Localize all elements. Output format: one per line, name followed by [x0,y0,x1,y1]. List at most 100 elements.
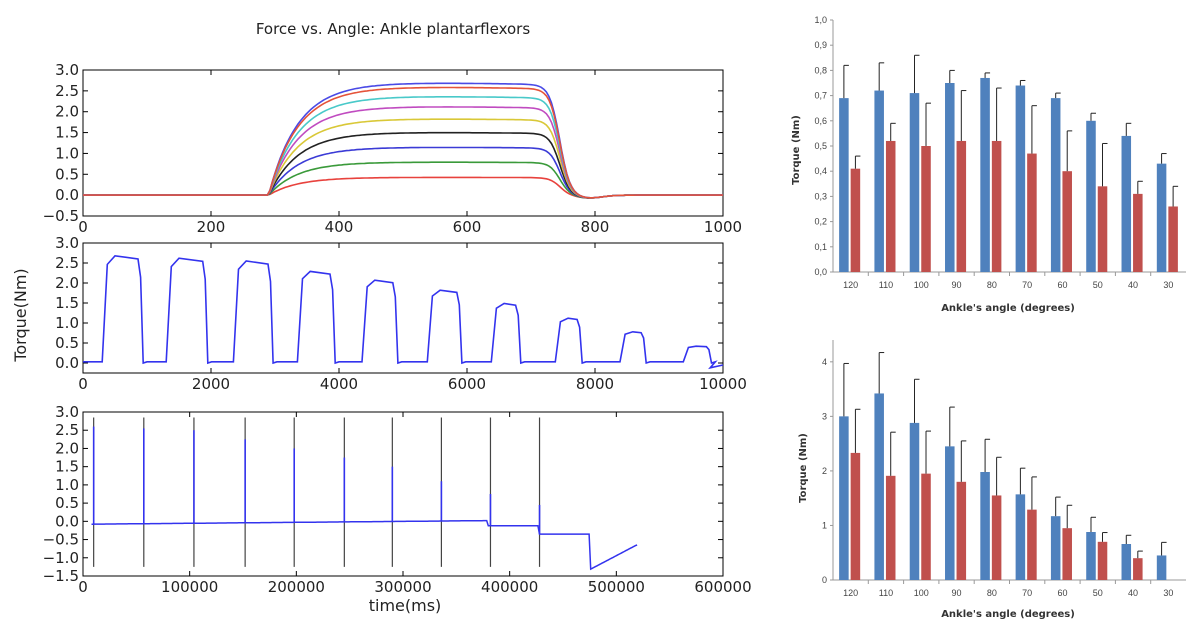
chart4-bar [1097,186,1108,272]
chart5-bar [1097,541,1108,580]
chart1-ytick-label: 2.5 [55,82,79,100]
chart5-xtick-label: 70 [1022,588,1032,598]
chart4-ytick-label: 0,2 [814,217,827,227]
chart1-xtick-label: 800 [581,218,610,236]
chart4-bar [980,77,990,273]
chart5-bar [991,495,1002,580]
chart1-ytick-label: −0.5 [43,207,79,225]
chart3-ytick-label: −1.5 [43,567,79,585]
chart3-ytick-label: 0.0 [55,512,79,530]
chart4: 0,0 0,1 0,2 0,3 0,4 0,5 0,6 0,7 0,8 0,9 1,0 120 110 1… [814,15,1186,290]
chart5-xtick-label: 80 [987,588,997,598]
chart5-ytick-label: 1 [822,520,827,530]
chart3-xtick-label: 0 [78,578,88,596]
chart2-ytick-label: 2.5 [55,254,79,272]
chart5-bar [980,472,990,580]
chart4-xtick-label: 60 [1057,280,1067,290]
chart5-bar [1027,509,1037,580]
chart3-xtick-label: 100000 [161,578,218,596]
chart5-bar [874,393,884,580]
chart2-xtick-label: 6000 [448,375,486,393]
chart5-xlabel: Ankle's angle (degrees) [941,609,1075,620]
chart4-ytick-label: 0,9 [814,40,827,50]
chart5-bar [850,452,861,580]
chart4-bar [1168,206,1178,272]
chart2-ytick-label: 1.5 [55,294,79,312]
chart2-ytick-label: 0.5 [55,334,79,352]
chart4-xtick-label: 70 [1022,280,1032,290]
chart5-ytick-label: 3 [822,411,827,421]
chart5-bar [885,475,896,580]
chart5-bar [1121,544,1132,580]
chart2-ytick-label: 2.0 [55,274,79,292]
chart1-xtick-label: 1000 [704,218,742,236]
chart2-ytick-label: 0.0 [55,354,79,372]
chart2-xtick-label: 2000 [192,375,230,393]
chart4-bar [1156,163,1167,272]
chart3-ytick-label: 2.0 [55,439,79,457]
chart4-bar [945,83,955,272]
chart5-xtick-label: 40 [1128,588,1138,598]
chart4-bar [839,98,849,273]
chart1-frame [82,69,724,217]
chart4-bar [1027,153,1037,272]
chart4-ylabel: Torque (Nm) [791,115,802,185]
chart5-bar [1156,555,1167,580]
chart1-xtick-label: 200 [197,218,226,236]
chart4-xtick-label: 50 [1093,280,1103,290]
chart5-bar [1086,532,1096,580]
chart4-ytick-label: 0,4 [814,166,827,176]
chart2-ytick-label: 1.0 [55,314,79,332]
chart1-xtick-label: 0 [78,218,88,236]
chart4-xtick-label: 90 [952,280,962,290]
chart5-xtick-label: 120 [843,588,858,598]
chart5-bar [1133,558,1143,580]
chart3-ytick-label: 1.0 [55,476,79,494]
chart4-xtick-label: 100 [914,280,929,290]
chart4-ytick-label: 0,3 [814,191,827,201]
chart2-ytick-label: 3.0 [55,234,79,252]
chart1-series-line [83,86,723,199]
chart1-ytick-label: 1.0 [55,144,79,162]
chart3-ytick-label: −0.5 [43,531,79,549]
chart4-xtick-label: 80 [987,280,997,290]
chart4-bar [885,140,896,272]
chart4-ytick-label: 1,0 [814,15,827,25]
chart4-xtick-label: 40 [1128,280,1138,290]
chart3-ytick-label: 1.5 [55,458,79,476]
chart4-bar [909,93,920,272]
chart2-xtick-label: 4000 [320,375,358,393]
chart1-xtick-label: 400 [325,218,354,236]
chart2-xtick-label: 8000 [576,375,614,393]
chart4-bar [991,140,1002,272]
chart3-xtick-label: 600000 [694,578,751,596]
chart2-series-line [83,254,724,370]
chart3-xtick-label: 200000 [268,578,325,596]
chart4-bar [1086,120,1096,272]
chart3-ytick-label: 2.5 [55,421,79,439]
chart3-xtick-label: 300000 [374,578,431,596]
chart4-xtick-label: 110 [879,280,893,290]
chart4-bar [1062,171,1072,272]
chart5-bar [839,416,849,580]
chart2-xtick-label: 10000 [699,375,747,393]
chart4-bar [921,146,931,272]
chart1-ytick-label: 2.0 [55,103,79,121]
chart4-bar [874,90,884,272]
chart5-xtick-label: 60 [1057,588,1067,598]
chart5-bar [945,446,955,580]
chart5-ytick-label: 2 [822,466,827,476]
chart5-bar [1050,516,1061,580]
chart4-ytick-label: 0,7 [814,91,827,101]
chart4-xlabel: Ankle's angle (degrees) [941,303,1075,314]
chart3-ytick-label: 0.5 [55,494,79,512]
chart3-xtick-label: 400000 [481,578,538,596]
chart4-ytick-label: 0,0 [814,267,827,277]
chart1-ytick-label: 3.0 [55,61,79,79]
chart1-ytick-label: 0.0 [55,186,79,204]
chart4-bar [956,140,967,272]
chart1-title: Force vs. Angle: Ankle plantarflexors [256,20,531,38]
chart2: 0 2000 4000 6000 8000 10000 0.0 0.5 1.0 1.5 2.0 2.5… [55,234,747,393]
chart4-xtick-label: 120 [843,280,858,290]
